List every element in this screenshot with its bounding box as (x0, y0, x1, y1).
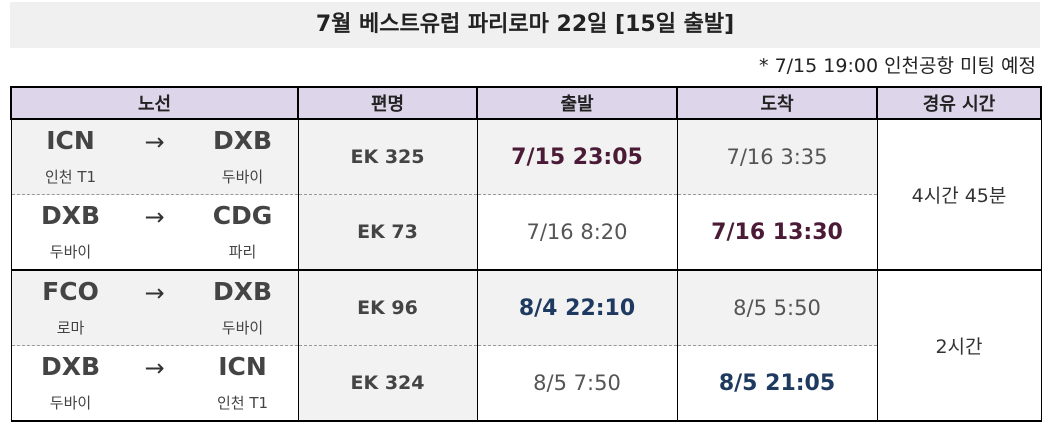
destination-name: 파리 (228, 243, 257, 261)
column-header: 편명 (297, 86, 478, 120)
arrival-time: 8/5 21:05 (718, 370, 836, 396)
destination-code: CDG (212, 201, 273, 230)
column-header: 출발 (476, 86, 678, 120)
column-header: 경유 시간 (876, 86, 1042, 120)
route-cell: DXB 두바이 → CDG 파리 (10, 194, 299, 271)
departure-time: 8/5 7:50 (533, 371, 621, 395)
route-cell: FCO 로마 → DXB 두바이 (10, 269, 299, 346)
flight-number: EK 96 (297, 269, 478, 346)
arrow: → (144, 203, 165, 231)
flight-number: EK 325 (297, 118, 478, 195)
origin-code: DXB (40, 201, 101, 230)
flight-number: EK 73 (297, 194, 478, 271)
title: 7월 베스트유럽 파리로마 22일 [15일 출발] (10, 2, 1040, 48)
leg-row: ICN 인천 T1 → DXB 두바이 EK 325 7/15 23:05 7/16 3:35… (10, 118, 1042, 271)
origin-code: ICN (46, 126, 95, 155)
column-header: 도착 (676, 86, 878, 120)
departure-cell: 8/4 22:10 (476, 269, 678, 346)
arrival-cell: 7/16 3:35 (676, 118, 878, 195)
flight-table: 노선 편명 출발 도착 경유 시간 ICN 인천 T1 → DXB 두바이 EK 325 7/15 … (10, 86, 1042, 422)
arrow: → (144, 279, 165, 307)
route: DXB 두바이 → ICN 인천 T1 (12, 346, 298, 420)
departure-time: 7/16 8:20 (526, 220, 628, 244)
departure-cell: 8/5 7:50 (476, 345, 678, 422)
arrival-time: 8/5 5:50 (733, 296, 821, 320)
destination-name: 인천 T1 (216, 394, 269, 412)
departure-time: 7/15 23:05 (511, 144, 643, 170)
arrival-cell: 8/5 5:50 (676, 269, 878, 346)
origin-name: 인천 T1 (44, 168, 97, 186)
route: FCO 로마 → DXB 두바이 (12, 271, 298, 345)
arrow: → (144, 354, 165, 382)
origin-name: 두바이 (49, 394, 92, 412)
origin-code: DXB (40, 352, 101, 381)
note: * 7/15 19:00 인천공항 미팅 예정 (759, 55, 1036, 77)
destination-code: DXB (212, 126, 273, 155)
layover-time: 4시간 45분 (876, 118, 1042, 271)
arrival-cell: 8/5 21:05 (676, 345, 878, 422)
route-cell: ICN 인천 T1 → DXB 두바이 (10, 118, 299, 195)
destination-code: DXB (212, 277, 273, 306)
route: ICN 인천 T1 → DXB 두바이 (12, 120, 298, 194)
arrival-cell: 7/16 13:30 (676, 194, 878, 271)
origin-name: 두바이 (49, 243, 92, 261)
leg-row: DXB 두바이 → CDG 파리 EK 73 7/16 8:20 7/16 13:30 (10, 194, 1041, 271)
destination-name: 두바이 (221, 168, 264, 186)
origin-code: FCO (42, 277, 99, 306)
flight-number: EK 324 (297, 345, 478, 422)
departure-cell: 7/15 23:05 (476, 118, 678, 195)
table-body: ICN 인천 T1 → DXB 두바이 EK 325 7/15 23:05 7/16 3:35… (10, 118, 1042, 422)
layover-time: 2시간 (876, 269, 1042, 422)
destination-code: ICN (218, 352, 267, 381)
arrow: → (144, 128, 165, 156)
arrival-time: 7/16 3:35 (726, 145, 828, 169)
route-cell: DXB 두바이 → ICN 인천 T1 (10, 345, 299, 422)
arrival-time: 7/16 13:30 (711, 219, 843, 245)
leg-row: DXB 두바이 → ICN 인천 T1 EK 324 8/5 7:50 8/5 21:05 (10, 345, 1041, 422)
column-header: 노선 (10, 86, 299, 120)
header-row: 노선 편명 출발 도착 경유 시간 (10, 86, 1042, 120)
departure-time: 8/4 22:10 (518, 295, 636, 321)
route: DXB 두바이 → CDG 파리 (12, 195, 298, 269)
destination-name: 두바이 (221, 319, 264, 337)
origin-name: 로마 (56, 319, 85, 337)
departure-cell: 7/16 8:20 (476, 194, 678, 271)
leg-row: FCO 로마 → DXB 두바이 EK 96 8/4 22:10 8/5 5:50 2시간 (10, 269, 1042, 422)
